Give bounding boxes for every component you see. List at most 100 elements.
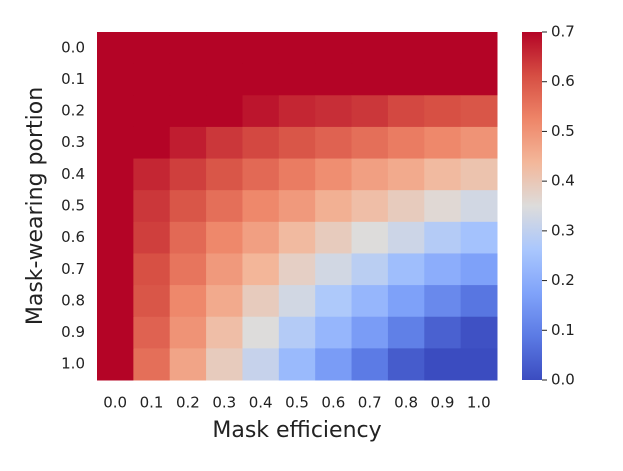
heatmap-cell <box>133 126 171 160</box>
heatmap-cell <box>169 221 207 254</box>
heatmap-cell <box>387 348 425 381</box>
heatmap-cell <box>206 190 243 223</box>
heatmap-cell <box>351 348 389 381</box>
heatmap-cell <box>242 126 280 160</box>
heatmap-cell <box>424 32 462 65</box>
heatmap-cell <box>424 63 462 96</box>
heatmap-cell <box>169 63 207 96</box>
heatmap-cell <box>169 285 207 318</box>
heatmap-cell <box>315 158 353 191</box>
heatmap-cell <box>351 32 389 65</box>
x-tick-label: 0.8 <box>394 394 418 412</box>
heatmap-cell <box>97 348 134 381</box>
heatmap-cell <box>278 126 316 160</box>
heatmap-cell <box>97 285 134 318</box>
heatmap-cell <box>242 316 280 349</box>
y-tick-label: 0.3 <box>61 133 85 151</box>
heatmap-cell <box>133 253 171 286</box>
y-tick-label: 0.7 <box>61 260 85 278</box>
heatmap-cell <box>97 63 134 96</box>
heatmap-cell <box>206 63 243 96</box>
heatmap-cell <box>351 95 389 128</box>
heatmap-cell <box>460 32 498 65</box>
heatmap-cell <box>278 285 316 318</box>
heatmap-cell <box>242 253 280 286</box>
heatmap-cell <box>133 316 171 349</box>
heatmap-cell <box>206 95 243 128</box>
colorbar-tick-label: 0.2 <box>551 271 575 289</box>
heatmap-cell <box>169 253 207 286</box>
y-tick-label: 0.0 <box>61 38 85 56</box>
heatmap-cell <box>351 285 389 318</box>
heatmap-cell <box>460 348 498 381</box>
heatmap-cell <box>206 348 243 381</box>
heatmap-cell <box>206 316 243 349</box>
y-tick-label: 0.1 <box>61 70 85 88</box>
x-tick-label: 0.2 <box>176 394 200 412</box>
heatmap-cell <box>387 32 425 65</box>
heatmap-cell <box>315 285 353 318</box>
heatmap-cell <box>278 95 316 128</box>
y-tick-label: 0.9 <box>61 323 85 341</box>
heatmap-cell <box>206 32 243 65</box>
heatmap-cell <box>460 190 498 223</box>
heatmap-cell <box>424 126 462 160</box>
colorbar-tick-label: 0.5 <box>551 122 575 140</box>
heatmap-cell <box>133 63 171 96</box>
heatmap-cell <box>242 348 280 381</box>
heatmap-cell <box>169 348 207 381</box>
colorbar-tick-label: 0.4 <box>551 172 575 190</box>
heatmap-cell <box>97 32 134 65</box>
colorbar-tick-label: 0.1 <box>551 321 575 339</box>
x-tick-label: 0.3 <box>212 394 236 412</box>
colorbar-tick-label: 0.7 <box>551 23 575 41</box>
heatmap-cell <box>242 158 280 191</box>
heatmap-cell <box>387 190 425 223</box>
heatmap-cell <box>278 63 316 96</box>
heatmap-cell <box>351 316 389 349</box>
y-tick-label: 0.5 <box>61 197 85 215</box>
heatmap-cell <box>460 285 498 318</box>
heatmap-cell <box>169 190 207 223</box>
heatmap-cell <box>424 158 462 191</box>
heatmap-cell <box>315 348 353 381</box>
heatmap-cell <box>315 190 353 223</box>
heatmap-cell <box>242 95 280 128</box>
heatmap-cell <box>133 221 171 254</box>
heatmap-cell <box>133 285 171 318</box>
heatmap-cell <box>97 316 134 349</box>
heatmap-cell <box>351 63 389 96</box>
heatmap-cell <box>387 221 425 254</box>
heatmap-cell <box>315 63 353 96</box>
heatmap-cell <box>97 95 134 128</box>
heatmap-cell <box>97 190 134 223</box>
heatmap-cell <box>460 316 498 349</box>
x-tick-label: 0.6 <box>321 394 345 412</box>
y-tick-label: 1.0 <box>61 355 85 373</box>
heatmap-cell <box>133 158 171 191</box>
heatmap-cell <box>242 63 280 96</box>
x-tick-label: 0.4 <box>249 394 273 412</box>
heatmap-cell <box>315 221 353 254</box>
x-tick-label: 0.1 <box>140 394 164 412</box>
heatmap-cell <box>460 253 498 286</box>
heatmap-cell <box>351 126 389 160</box>
y-tick-label: 0.8 <box>61 291 85 309</box>
x-tick-label: 0.5 <box>285 394 309 412</box>
colorbar <box>522 32 542 380</box>
heatmap-cell <box>424 285 462 318</box>
heatmap-cell <box>242 285 280 318</box>
heatmap-cell <box>169 95 207 128</box>
heatmap-cell <box>460 158 498 191</box>
heatmap-cell <box>424 95 462 128</box>
heatmap-cell <box>460 63 498 96</box>
heatmap-cell <box>278 221 316 254</box>
heatmap-cell <box>206 126 243 160</box>
heatmap-cell <box>315 253 353 286</box>
y-axis-label: Mask-wearing portion <box>23 87 48 325</box>
heatmap-cell <box>133 348 171 381</box>
heatmap-cell <box>315 95 353 128</box>
heatmap-cell <box>351 190 389 223</box>
x-tick-label: 0.7 <box>358 394 382 412</box>
